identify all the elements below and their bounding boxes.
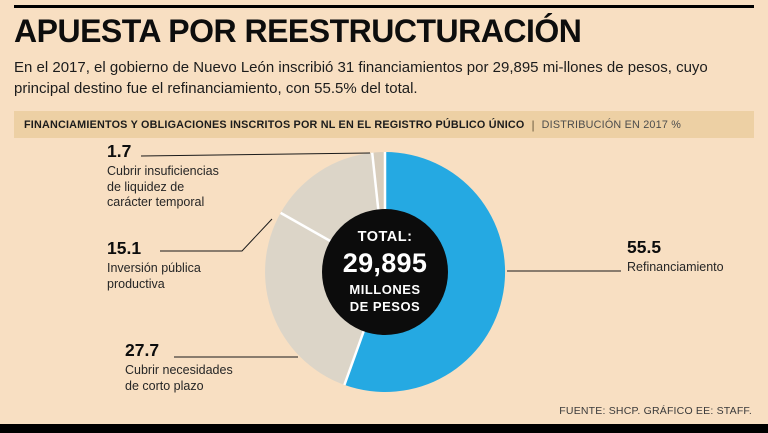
callout-inversion: 15.1 Inversión pública productiva <box>107 238 257 292</box>
chart-band-title: FINANCIAMIENTOS Y OBLIGACIONES INSCRITOS… <box>24 118 525 131</box>
callout-liquidez-line3: carácter temporal <box>107 195 205 209</box>
bottom-bar <box>0 424 768 433</box>
chart-header-band: FINANCIAMIENTOS Y OBLIGACIONES INSCRITOS… <box>14 111 754 138</box>
callout-refinanciamiento-label: Refinanciamiento <box>627 260 724 274</box>
page-title: APUESTA POR REESTRUCTURACIÓN <box>14 13 582 49</box>
callout-liquidez-value: 1.7 <box>107 141 132 161</box>
intro-line-1: En el 2017, el gobierno de Nuevo León in… <box>14 59 708 76</box>
donut-center-disc <box>322 209 448 335</box>
total-prefix: TOTAL: <box>358 229 413 245</box>
callout-corto-plazo: 27.7 Cubrir necesidades de corto plazo <box>125 340 275 394</box>
leader-line-liquidez <box>140 152 371 157</box>
callout-inversion-line1: Inversión pública <box>107 261 201 275</box>
intro-line-2: principal destino fue el refinanciamient… <box>14 80 418 97</box>
chart-band-subtitle: DISTRIBUCIÓN EN 2017 % <box>541 118 682 131</box>
callout-liquidez-line1: Cubrir insuficiencias <box>107 164 219 178</box>
source-credit: FUENTE: SHCP. GRÁFICO EE: STAFF. <box>559 405 752 417</box>
callout-inversion-line2: productiva <box>107 276 165 291</box>
intro-paragraph: En el 2017, el gobierno de Nuevo León in… <box>14 57 759 99</box>
callout-corto-plazo-line1: Cubrir necesidades <box>125 363 233 377</box>
top-rule <box>14 5 754 8</box>
leader-line-inversion <box>160 218 273 252</box>
callout-liquidez: 1.7 Cubrir insuficiencias de liquidez de… <box>107 141 257 211</box>
total-unit-line2: DE PESOS <box>350 299 420 314</box>
callout-corto-plazo-line2: de corto plazo <box>125 378 204 393</box>
callout-refinanciamiento-value: 55.5 <box>627 237 662 257</box>
chart-band-divider: | <box>531 117 535 132</box>
callout-inversion-value: 15.1 <box>107 238 142 258</box>
total-value: 29,895 <box>343 248 427 278</box>
callout-liquidez-line2: de liquidez de <box>107 179 185 194</box>
callout-corto-plazo-value: 27.7 <box>125 340 160 360</box>
total-unit-line1: MILLONES <box>349 282 420 297</box>
callout-refinanciamiento: 55.5 Refinanciamiento <box>627 237 757 276</box>
